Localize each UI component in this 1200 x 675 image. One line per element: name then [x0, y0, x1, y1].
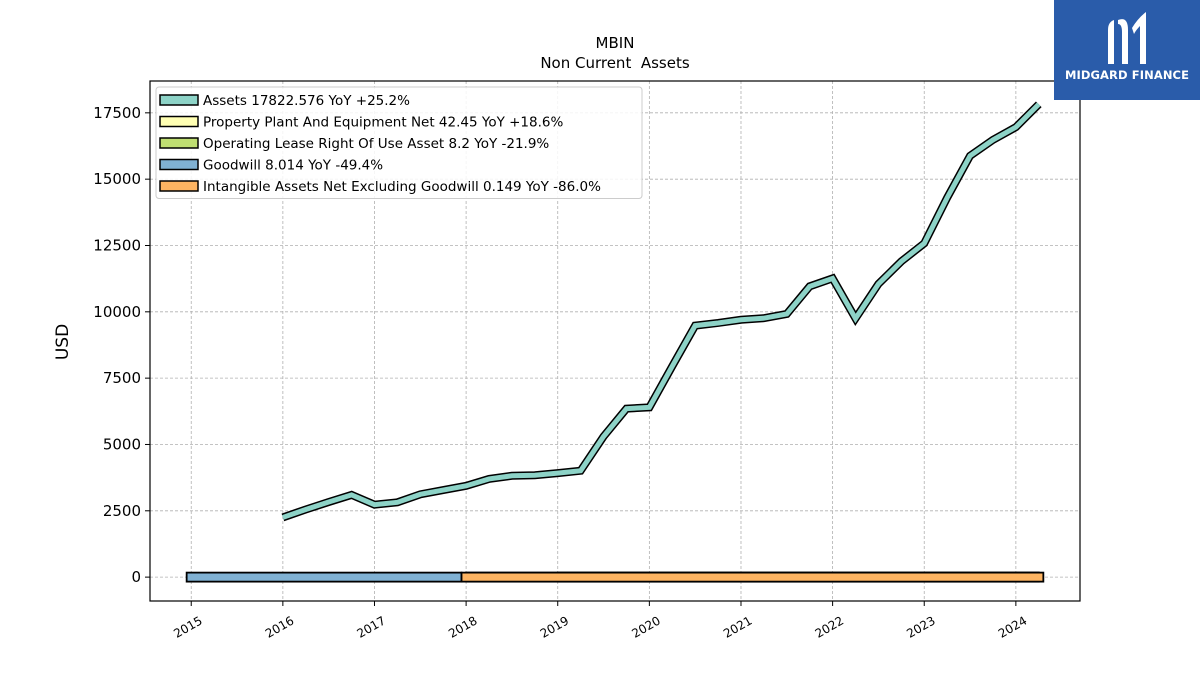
legend-swatch: [159, 94, 199, 106]
baseline-bars: [185, 571, 1045, 583]
legend-label: Property Plant And Equipment Net 42.45 Y…: [203, 115, 563, 131]
y-tick-label: 7500: [103, 369, 141, 387]
chart-subtitle: Non Current Assets: [540, 54, 690, 72]
x-tick-label: 2016: [263, 613, 296, 640]
y-axis-label: USD: [53, 324, 73, 360]
midgard-finance-logo: MIDGARD FINANCE: [1054, 0, 1200, 100]
y-tick-label: 0: [131, 568, 141, 586]
legend-swatch: [159, 115, 199, 128]
plot-frame: [149, 80, 1081, 602]
y-tick-label: 15000: [93, 170, 141, 188]
legend-label: Operating Lease Right Of Use Asset 8.2 Y…: [203, 136, 549, 152]
y-axis-ticks: 0 2500 5000 7500 10000 12500 15000 17500: [93, 104, 150, 586]
y-tick-label: 10000: [93, 303, 141, 321]
assets-line: [282, 102, 1041, 520]
legend-box: [155, 86, 643, 199]
logo-text: MIDGARD FINANCE: [1064, 68, 1190, 82]
legend-swatch: [159, 180, 199, 192]
x-axis-ticks: 2015 2016 2017 2018 2019 2020 2021 2022 2023 2024: [171, 601, 1029, 641]
series-lines: [281, 101, 1042, 522]
legend: Assets 17822.576 YoY +25.2% Property Plan…: [155, 86, 643, 199]
x-tick-label: 2017: [355, 613, 388, 640]
legend-label: Goodwill 8.014 YoY -49.4%: [203, 158, 383, 174]
midgard-logo-icon: [1108, 12, 1146, 64]
x-tick-label: 2020: [629, 613, 662, 640]
x-tick-label: 2024: [996, 613, 1029, 640]
legend-label: Intangible Assets Net Excluding Goodwill…: [203, 179, 601, 195]
series-band-intangible-assets-net-excluding-goodwill: [460, 571, 1045, 583]
legend-label: Assets 17822.576 YoY +25.2%: [203, 93, 410, 109]
x-tick-label: 2018: [446, 613, 479, 640]
x-tick-label: 2015: [171, 613, 204, 640]
series-band-goodwill: [185, 571, 463, 583]
x-tick-label: 2019: [538, 613, 571, 640]
chart-title: MBIN: [596, 34, 635, 52]
y-tick-label: 17500: [93, 104, 141, 122]
y-tick-label: 2500: [103, 502, 141, 520]
x-tick-label: 2022: [813, 613, 846, 640]
x-tick-label: 2021: [721, 613, 754, 640]
legend-swatch: [159, 137, 199, 149]
x-tick-label: 2023: [904, 613, 937, 640]
legend-swatch: [159, 158, 199, 171]
y-tick-label: 12500: [93, 236, 141, 254]
y-tick-label: 5000: [103, 435, 141, 453]
